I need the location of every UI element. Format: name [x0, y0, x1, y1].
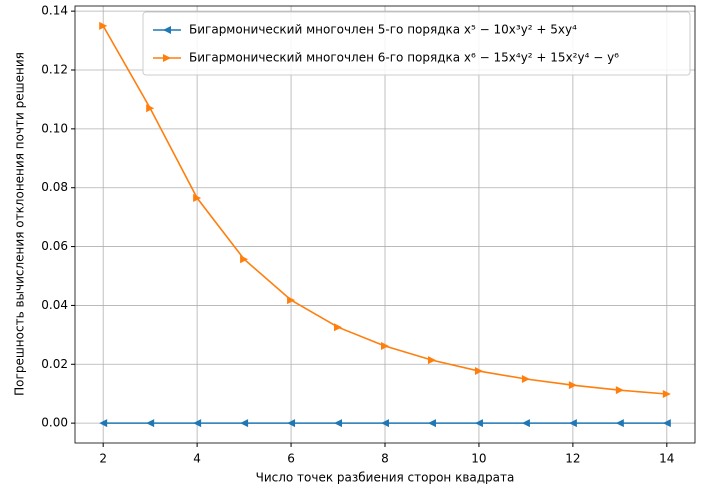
- legend-label: Бигармонический многочлен 5-го порядка x…: [189, 23, 577, 37]
- x-tick-label: 4: [193, 452, 201, 466]
- y-tick-label: 0.06: [41, 239, 68, 253]
- marker: [381, 419, 389, 428]
- marker: [427, 419, 436, 428]
- x-tick-label: 6: [287, 452, 295, 466]
- marker: [334, 323, 343, 332]
- marker: [381, 342, 389, 351]
- y-tick-label: 0.10: [41, 121, 68, 135]
- y-axis-label: Погрешность вычисления отклонения почти …: [13, 52, 27, 396]
- marker: [193, 419, 202, 428]
- marker: [615, 419, 624, 428]
- marker: [146, 104, 155, 113]
- x-axis-label: Число точек разбиения сторон квадрата: [256, 471, 515, 485]
- legend-marker: [163, 26, 171, 34]
- y-tick-label: 0.02: [41, 357, 68, 371]
- y-tick-label: 0.14: [41, 4, 68, 18]
- marker: [615, 386, 624, 395]
- x-tick-label: 12: [565, 452, 580, 466]
- marker: [568, 381, 577, 390]
- marker: [521, 374, 530, 383]
- marker: [287, 419, 296, 428]
- marker: [662, 390, 671, 399]
- marker: [474, 419, 483, 428]
- x-tick-label: 10: [471, 452, 486, 466]
- marker: [521, 419, 530, 428]
- y-tick-label: 0.08: [41, 180, 68, 194]
- legend-marker: [163, 54, 171, 62]
- plot-frame: [74, 5, 696, 444]
- y-tick-label: 0.04: [41, 298, 68, 312]
- marker: [334, 419, 343, 428]
- marker: [146, 419, 155, 428]
- y-tick-label: 0.12: [41, 63, 68, 77]
- marker: [240, 255, 249, 264]
- x-tick-label: 2: [99, 452, 107, 466]
- y-tick-label: 0.00: [41, 416, 68, 430]
- x-tick-label: 8: [381, 452, 389, 466]
- legend-box: [142, 11, 691, 76]
- marker: [662, 419, 671, 428]
- marker: [99, 419, 108, 428]
- legend-label: Бигармонический многочлен 6-го порядка x…: [189, 51, 619, 65]
- marker: [568, 419, 577, 428]
- marker: [474, 367, 483, 376]
- marker: [193, 194, 202, 203]
- marker: [240, 419, 249, 428]
- marker: [287, 296, 296, 305]
- marker: [99, 21, 108, 30]
- marker: [427, 356, 436, 365]
- x-tick-label: 14: [659, 452, 674, 466]
